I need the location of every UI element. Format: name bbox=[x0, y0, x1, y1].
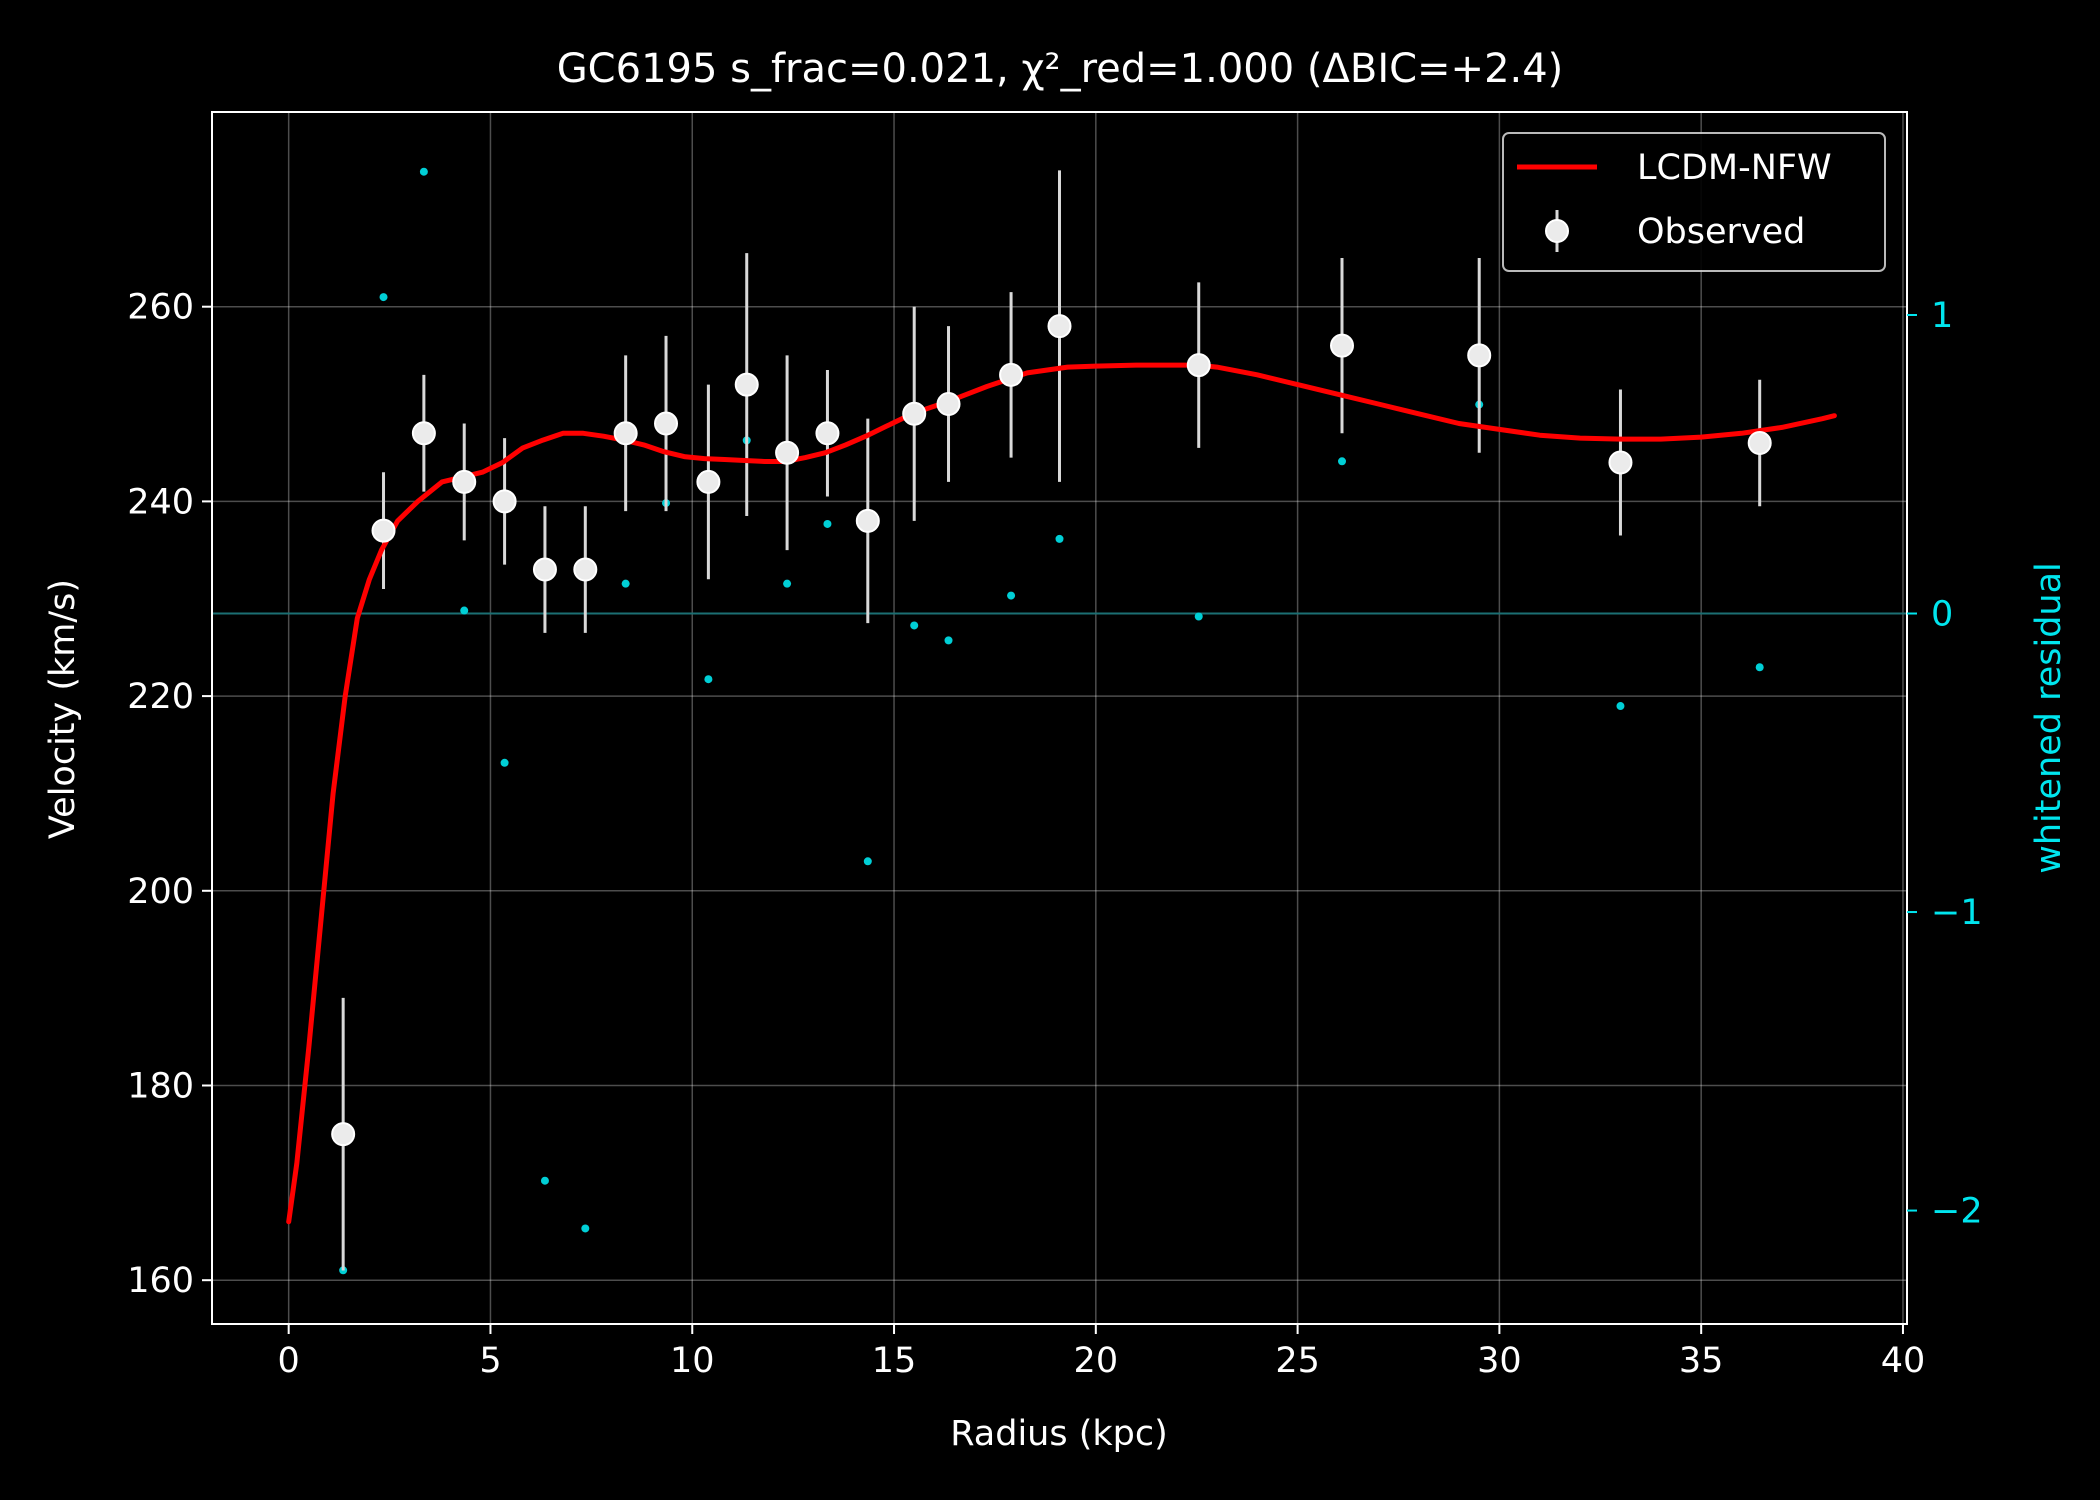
observed-point bbox=[999, 362, 1024, 387]
y2-tick-label: −2 bbox=[1931, 1192, 1983, 1232]
y2-tick-label: 1 bbox=[1931, 296, 1953, 336]
residual-point bbox=[460, 606, 469, 615]
residual-point bbox=[863, 857, 872, 866]
observed-point bbox=[734, 372, 759, 397]
x-tick-label: 0 bbox=[278, 1341, 300, 1381]
x-tick-label: 40 bbox=[1881, 1341, 1926, 1381]
x-tick-label: 25 bbox=[1275, 1341, 1320, 1381]
residual-point bbox=[1755, 663, 1764, 672]
observed-point bbox=[775, 440, 800, 465]
plot-frame bbox=[211, 111, 1908, 1325]
observed-point bbox=[1608, 450, 1633, 475]
observed-point bbox=[855, 508, 880, 533]
observed-point bbox=[613, 421, 638, 446]
observed-point bbox=[573, 557, 598, 582]
y-tick-label: 240 bbox=[127, 482, 194, 522]
residual-point bbox=[379, 293, 388, 302]
observed-point bbox=[371, 518, 396, 543]
residual-point bbox=[1007, 591, 1016, 600]
y-tick-label: 180 bbox=[127, 1066, 194, 1106]
residual-point bbox=[1055, 534, 1064, 543]
x-axis-ticks: 0 5 10 15 20 25 30 35 40 bbox=[278, 1324, 1926, 1381]
residual-point bbox=[823, 519, 832, 528]
observed-markers bbox=[331, 314, 1772, 1147]
residual-point bbox=[419, 167, 428, 176]
residual-point bbox=[581, 1224, 590, 1233]
residual-point bbox=[500, 758, 509, 767]
observed-point bbox=[331, 1122, 356, 1147]
observed-point bbox=[1747, 430, 1772, 455]
legend-label-lcdm-nfw: LCDM-NFW bbox=[1637, 148, 1832, 188]
observed-point bbox=[1330, 333, 1354, 358]
legend: LCDM-NFW Observed bbox=[1502, 132, 1886, 272]
observed-point bbox=[902, 401, 927, 426]
legend-box bbox=[1502, 132, 1886, 272]
y-tick-label: 260 bbox=[127, 288, 194, 328]
observed-point bbox=[696, 469, 721, 494]
y2-axis-ticks: −2 −1 0 1 bbox=[1907, 296, 1983, 1232]
observed-point bbox=[815, 421, 840, 446]
residual-point bbox=[1338, 457, 1346, 466]
chart-title: GC6195 s_frac=0.021, χ²_red=1.000 (ΔBIC=… bbox=[557, 46, 1564, 92]
observed-point bbox=[411, 421, 436, 446]
observed-point bbox=[492, 489, 517, 514]
residual-point bbox=[1616, 702, 1625, 711]
legend-marker-swatch bbox=[1545, 219, 1569, 243]
x-tick-label: 30 bbox=[1477, 1341, 1522, 1381]
y-tick-label: 200 bbox=[127, 872, 194, 912]
y-axis-ticks: 160 180 200 220 240 260 bbox=[127, 288, 212, 1301]
observed-point bbox=[452, 469, 477, 494]
residual-point bbox=[1194, 612, 1203, 621]
y-axis-label: Velocity (km/s) bbox=[43, 579, 83, 839]
series-line-lcdm-nfw bbox=[286, 362, 1837, 1225]
y-tick-label: 220 bbox=[127, 677, 194, 717]
y2-tick-label: −1 bbox=[1931, 893, 1983, 933]
x-tick-label: 5 bbox=[479, 1341, 501, 1381]
observed-point bbox=[654, 411, 679, 436]
residual-point bbox=[621, 579, 630, 588]
residual-point bbox=[540, 1176, 549, 1185]
observed-point bbox=[1047, 314, 1072, 339]
legend-label-observed: Observed bbox=[1637, 212, 1805, 252]
x-axis-label: Radius (kpc) bbox=[950, 1414, 1168, 1454]
residual-point bbox=[944, 636, 953, 645]
observed-point bbox=[532, 557, 557, 582]
observed-point bbox=[1467, 343, 1492, 368]
residual-point bbox=[704, 675, 713, 684]
residual-point bbox=[783, 579, 792, 588]
y2-axis-label: whitened residual bbox=[2029, 562, 2069, 874]
residual-points bbox=[339, 167, 1764, 1275]
x-tick-label: 10 bbox=[670, 1341, 715, 1381]
residual-point bbox=[910, 621, 919, 630]
x-tick-label: 20 bbox=[1074, 1341, 1119, 1381]
y2-tick-label: 0 bbox=[1931, 595, 1953, 635]
observed-point bbox=[936, 392, 961, 417]
observed-point bbox=[1186, 353, 1211, 378]
x-tick-label: 15 bbox=[872, 1341, 917, 1381]
y-tick-label: 160 bbox=[127, 1261, 194, 1301]
x-tick-label: 35 bbox=[1679, 1341, 1724, 1381]
